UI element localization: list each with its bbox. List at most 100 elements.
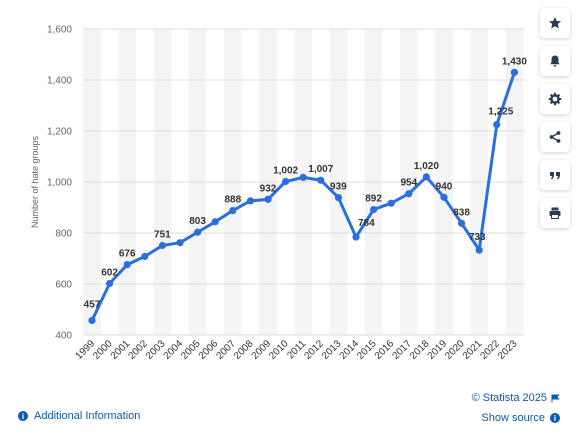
quote-icon — [550, 172, 560, 179]
x-tick-label: 2023 — [496, 338, 520, 362]
x-tick-label: 2005 — [179, 338, 203, 362]
data-point — [352, 233, 360, 241]
data-label: 676 — [119, 249, 136, 260]
x-tick-label: 2017 — [390, 338, 414, 362]
data-point — [141, 252, 149, 261]
data-label: 457 — [84, 299, 101, 310]
gear-icon — [548, 92, 562, 106]
notification-button[interactable] — [540, 46, 570, 76]
show-source-label: Show source — [481, 412, 545, 424]
data-point — [158, 241, 166, 250]
data-label: 1,007 — [308, 164, 333, 175]
y-tick-label: 1,000 — [47, 178, 72, 189]
x-tick-label: 2016 — [373, 338, 397, 362]
data-label: 733 — [469, 232, 486, 243]
x-tick-label: 2014 — [338, 338, 362, 362]
data-label: 803 — [189, 216, 206, 227]
credit-label: © Statista 2025 — [471, 392, 547, 404]
x-tick-label: 2010 — [267, 338, 291, 362]
data-point — [246, 197, 254, 205]
data-label: 1,002 — [273, 165, 298, 176]
data-point — [334, 193, 342, 202]
additional-information-label: Additional Information — [34, 410, 141, 422]
statista-credit[interactable]: © Statista 2025 — [472, 392, 560, 404]
data-label: 602 — [101, 267, 118, 278]
data-point — [317, 176, 325, 184]
x-tick-label: 2021 — [461, 338, 485, 362]
data-label: 954 — [400, 178, 417, 189]
bell-icon — [550, 55, 560, 67]
share-icon — [549, 131, 561, 143]
data-label: 1,225 — [488, 107, 513, 118]
x-tick-label: 2000 — [91, 338, 115, 362]
data-point — [370, 205, 378, 214]
x-tick-label: 2006 — [197, 338, 221, 362]
star-icon — [549, 17, 561, 29]
x-tick-label: 2008 — [232, 338, 256, 362]
data-point — [405, 190, 413, 198]
x-tick-label: 2018 — [408, 338, 432, 362]
data-label: 888 — [224, 195, 241, 206]
y-axis-ticks: 400 600 800 1,000 1,200 1,400 1,600 — [47, 25, 72, 342]
data-point — [123, 261, 131, 269]
data-point — [422, 173, 430, 181]
x-tick-label: 2022 — [478, 338, 502, 362]
data-point — [475, 246, 483, 254]
x-tick-label: 2007 — [214, 338, 238, 362]
x-tick-label: 2013 — [320, 338, 344, 362]
data-label: 892 — [365, 194, 382, 205]
x-tick-label: 2003 — [144, 338, 168, 362]
data-point — [282, 177, 290, 186]
data-point — [299, 173, 307, 182]
data-label: 784 — [358, 218, 375, 229]
data-point — [194, 228, 202, 236]
y-tick-label: 1,200 — [47, 127, 72, 138]
data-label: 751 — [154, 229, 171, 240]
data-point — [176, 239, 184, 247]
print-icon — [549, 207, 561, 219]
x-tick-label: 2009 — [250, 338, 274, 362]
favorite-button[interactable] — [540, 8, 570, 38]
data-label: 939 — [330, 182, 347, 193]
cite-button[interactable] — [540, 160, 570, 190]
info-icon: i — [550, 413, 560, 423]
series-line — [88, 68, 518, 325]
y-tick-label: 1,400 — [47, 76, 72, 87]
y-tick-label: 600 — [55, 280, 72, 291]
flag-icon — [551, 394, 560, 402]
gridlines — [83, 28, 525, 336]
y-axis-label: Number of hate groups — [30, 135, 40, 228]
data-label: 940 — [436, 181, 453, 192]
data-point — [440, 193, 448, 201]
x-tick-label: 2019 — [426, 338, 450, 362]
data-point — [510, 68, 518, 76]
x-axis-ticks: 1999200020012002200320042005200620072008… — [74, 338, 520, 362]
x-tick-label: 2001 — [109, 338, 133, 362]
data-point — [387, 199, 395, 207]
data-point — [493, 121, 501, 129]
data-point — [458, 219, 466, 227]
y-tick-label: 400 — [55, 331, 72, 342]
data-label: 932 — [260, 183, 277, 194]
data-point — [88, 316, 96, 325]
print-button[interactable] — [540, 198, 570, 228]
settings-button[interactable] — [540, 84, 570, 114]
x-tick-label: 2004 — [162, 338, 186, 362]
y-tick-label: 800 — [55, 229, 72, 240]
data-label: 838 — [453, 207, 470, 218]
data-point — [264, 195, 272, 203]
share-button[interactable] — [540, 122, 570, 152]
x-tick-label: 2015 — [355, 338, 379, 362]
x-tick-label: 2002 — [126, 338, 150, 362]
data-label: 1,020 — [414, 161, 439, 172]
info-icon: i — [18, 411, 28, 421]
x-tick-label: 1999 — [74, 338, 98, 362]
data-label: 1,430 — [502, 56, 527, 67]
show-source-link[interactable]: Show source i — [481, 412, 560, 424]
data-point — [106, 279, 114, 288]
additional-information-link[interactable]: i Additional Information — [18, 410, 140, 422]
data-point — [229, 206, 237, 215]
data-point — [211, 218, 219, 226]
